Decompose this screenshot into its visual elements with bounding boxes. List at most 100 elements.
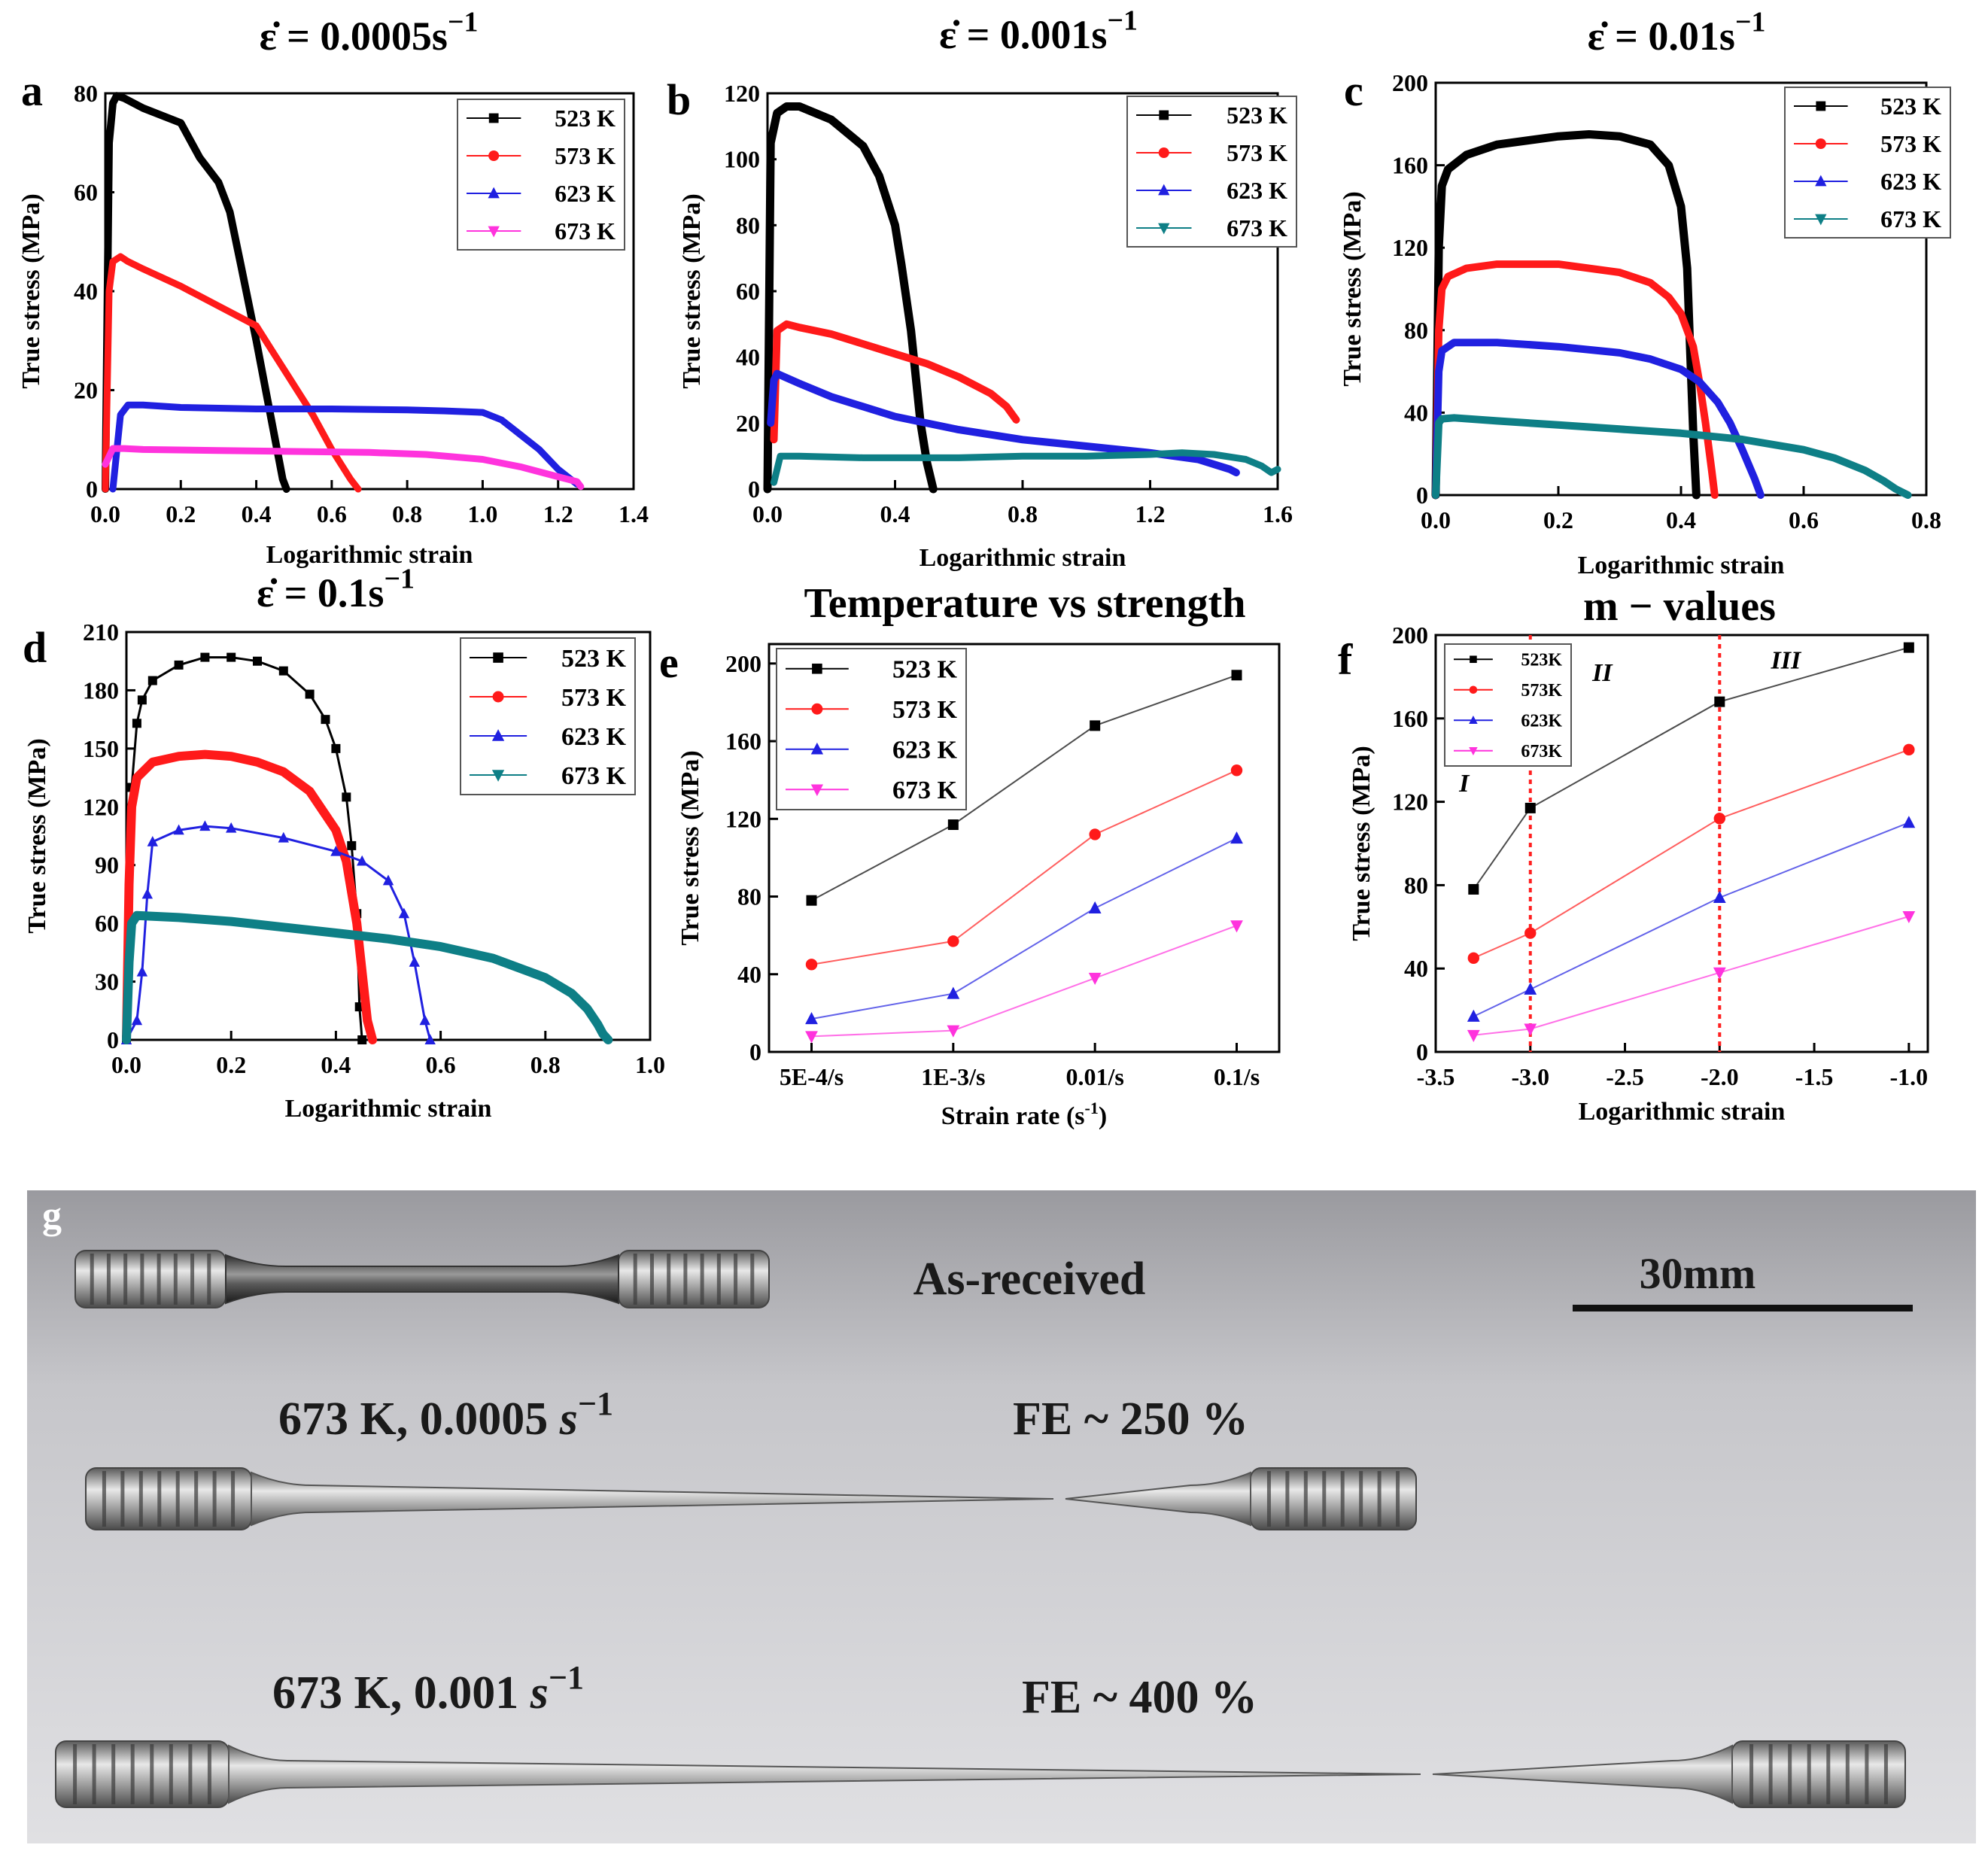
specimen-gauge — [225, 1254, 619, 1305]
x-axis-label-exp: -1 — [1085, 1099, 1099, 1117]
x-tick-label: 0.4 — [1666, 506, 1696, 533]
data-point — [1467, 1009, 1480, 1022]
condition-exponent: −1 — [549, 1659, 584, 1696]
condition-unit: s — [559, 1394, 578, 1445]
series-curve — [763, 102, 938, 494]
x-axis-label-text: Strain rate (s — [941, 1102, 1085, 1130]
photo-background — [27, 1190, 1976, 1843]
legend-label: 673 K — [561, 762, 627, 790]
chart-title-c: ε̇ = 0.01s−1 — [1588, 7, 1766, 59]
x-axis-label: Logarithmic strain — [1578, 552, 1785, 579]
data-point — [173, 824, 184, 835]
y-tick-label: 40 — [1404, 955, 1428, 982]
legend-label: 623 K — [892, 737, 958, 764]
series-curve — [122, 910, 613, 1044]
data-point — [1524, 1023, 1537, 1036]
series-curve — [102, 445, 585, 491]
legend: 523 K 573 K 623 K 673 K — [776, 648, 967, 810]
y-tick-label: 60 — [95, 910, 119, 937]
series-curve — [770, 320, 1020, 444]
data-point — [1713, 967, 1726, 980]
data-point — [147, 835, 158, 846]
y-tick-label: 40 — [736, 344, 760, 371]
x-tick-label: 0.1/s — [1214, 1063, 1260, 1090]
x-tick-label: -2.0 — [1701, 1063, 1739, 1090]
data-point — [253, 656, 262, 666]
y-tick-label: 120 — [1392, 789, 1428, 816]
legend-label: 523K — [1521, 651, 1562, 670]
legend-swatch-marker — [1815, 138, 1826, 150]
sample1-condition: 673 K, 0.0005 s−1 — [278, 1385, 613, 1445]
x-tick-label: 0.0 — [111, 1051, 141, 1078]
y-tick-label: 60 — [736, 278, 760, 305]
series-523K — [1468, 642, 1914, 895]
legend-label: 573 K — [561, 684, 627, 712]
x-tick-label: 0.2 — [1543, 506, 1573, 533]
specimen-400 — [55, 1740, 1906, 1808]
panel-letter-e: e — [659, 638, 679, 687]
y-tick-label: 90 — [95, 852, 119, 879]
y-tick-label: 0 — [748, 476, 760, 503]
series-573-K — [102, 253, 362, 493]
x-axis-label-suffix: ) — [1099, 1102, 1107, 1130]
data-point — [1090, 720, 1101, 731]
series-curve — [771, 449, 1281, 486]
data-point — [1467, 952, 1480, 965]
panel-letter-b: b — [667, 75, 691, 124]
series-curve — [122, 749, 378, 1044]
y-tick-label: 80 — [737, 883, 761, 910]
series-line — [811, 925, 1237, 1038]
y-tick-label: 210 — [83, 618, 119, 646]
chart-panel-c: c ε̇ = 0.01s−1 0 40 80 120 160 200 0.0 0.2 0.4 0.6 0… — [1339, 7, 1951, 579]
panel-letter-c: c — [1344, 66, 1363, 115]
y-tick-label: 120 — [725, 805, 761, 832]
specimen-left-half — [251, 1471, 1054, 1527]
data-point — [1524, 802, 1536, 813]
series-line — [1473, 646, 1910, 890]
legend-box — [1784, 87, 1951, 239]
data-point — [136, 965, 148, 977]
data-point — [200, 652, 210, 662]
data-point — [305, 689, 315, 699]
data-point — [947, 935, 959, 947]
chart-title-b: ε̇ = 0.001s−1 — [939, 5, 1138, 57]
region-label: I — [1458, 770, 1470, 798]
data-point — [805, 959, 818, 971]
y-tick-label: 60 — [74, 179, 98, 206]
x-tick-label: 0.2 — [166, 500, 196, 527]
x-tick-label: 1.0 — [635, 1051, 665, 1078]
series-curve — [1431, 130, 1701, 500]
legend-label: 673 K — [1227, 214, 1287, 242]
legend-swatch-marker — [812, 663, 822, 674]
legend-swatch-marker — [810, 784, 824, 797]
data-point — [131, 1014, 143, 1026]
data-point — [1089, 828, 1101, 840]
x-tick-label: 0.2 — [216, 1051, 246, 1078]
data-point — [199, 820, 211, 831]
data-point — [278, 666, 288, 676]
legend-swatch-marker — [1158, 184, 1170, 196]
legend-swatch-marker — [491, 770, 505, 782]
legend-swatch-marker — [1816, 101, 1826, 111]
legend-swatch-marker — [488, 150, 500, 162]
x-tick-label: -1.5 — [1795, 1063, 1834, 1090]
legend-swatch-marker — [491, 729, 505, 741]
y-axis-label: True stress (MPa) — [1339, 191, 1366, 386]
x-tick-label: -3.0 — [1511, 1063, 1549, 1090]
data-point — [174, 660, 184, 670]
condition-text: 673 K, 0.001 — [272, 1667, 530, 1719]
x-axis-label: Logarithmic strain — [285, 1095, 492, 1123]
x-tick-label: 0.8 — [1008, 500, 1038, 527]
data-point — [1524, 927, 1537, 939]
series-573-K — [122, 749, 378, 1044]
data-point — [947, 1025, 960, 1038]
data-point — [330, 845, 342, 856]
legend-swatch-marker — [493, 652, 503, 663]
series-673-K — [1432, 414, 1912, 499]
chart-title-e: Temperature vs strength — [804, 580, 1246, 627]
legend-label: 523 K — [1227, 102, 1287, 129]
x-tick-label: 1.2 — [543, 500, 573, 527]
series-623-K — [109, 401, 581, 493]
legend-swatch-marker — [488, 113, 499, 123]
data-point — [1468, 883, 1479, 895]
